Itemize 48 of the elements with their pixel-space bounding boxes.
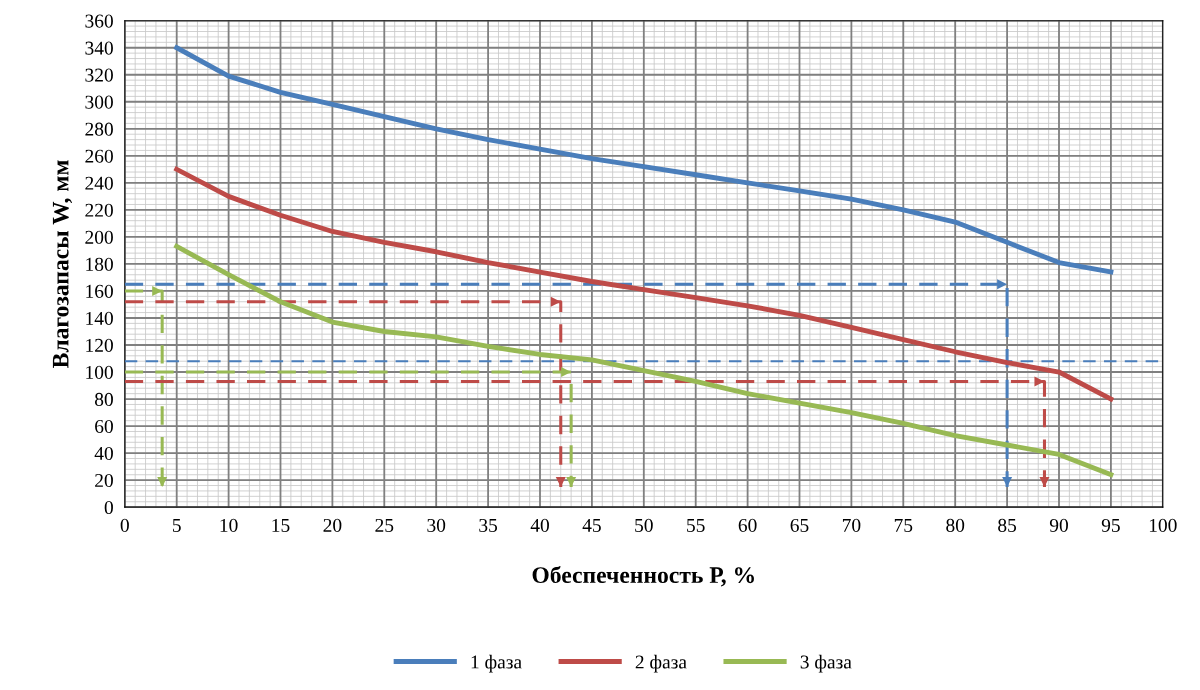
y-tick-label: 120 [86,338,113,352]
x-tick-label: 50 [635,518,653,532]
y-tick-label: 320 [85,68,113,82]
y-tick-label: 180 [86,257,113,271]
y-tick-label: 60 [95,419,113,434]
x-tick-label: 95 [1101,518,1120,532]
line-series [174,166,1114,402]
x-tick-label: 10 [220,518,238,532]
line-series [174,243,1114,478]
x-tick-label: 35 [479,518,498,532]
y-tick-label: 280 [85,122,113,136]
y-tick-label: 80 [94,392,113,406]
x-tick-label: 75 [894,519,913,532]
x-tick-label: 80 [946,518,965,532]
y-tick-label: 100 [86,365,113,379]
y-tick-label: 340 [85,41,113,55]
y-tick-label: 260 [85,149,113,163]
y-tick-label: 140 [86,311,113,325]
x-tick-label: 65 [790,518,809,532]
y-tick-label: 200 [85,230,113,244]
x-tick-label: 5 [172,519,181,532]
x-tick-label: 55 [687,519,705,532]
y-tick-label: 360 [85,14,113,28]
y-tick-label: 0 [104,500,113,515]
legend-label: 2 фаза [635,654,687,673]
y-tick-label: 20 [95,473,113,488]
x-tick-label: 15 [272,518,290,532]
x-tick-label: 85 [998,518,1017,532]
y-tick-label: 220 [85,203,113,217]
y-tick-label: 40 [94,446,113,461]
x-tick-label: 90 [1049,518,1068,532]
x-tick-label: 70 [842,518,861,532]
x-tick-label: 60 [738,518,757,532]
x-tick-label: 20 [323,518,342,532]
legend-label: 1 фаза [471,654,522,673]
legend-label: 3 фаза [800,654,852,673]
line-series [174,45,1114,275]
x-tick-label: 45 [582,518,601,532]
x-tick-label: 0 [120,518,129,532]
x-tick-label: 30 [427,518,446,532]
x-tick-label: 25 [375,518,394,532]
x-tick-label: 100 [1149,518,1177,532]
x-tick-label: 40 [530,518,549,532]
x-axis-title: Обеспеченность Р, % [532,565,754,587]
y-axis-title: Влагозапасы W, мм [52,160,73,369]
y-tick-label: 160 [86,284,113,298]
y-tick-label: 240 [85,176,113,190]
y-tick-label: 300 [85,95,113,109]
